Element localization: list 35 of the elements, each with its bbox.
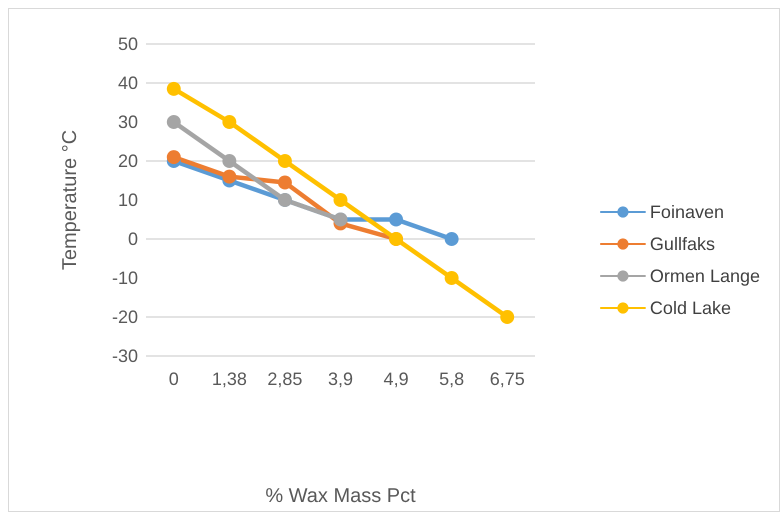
y-tick-label: 0 (128, 229, 138, 249)
legend-label: Foinaven (650, 202, 724, 222)
point (222, 170, 236, 184)
point (334, 193, 348, 207)
y-tick-label: 20 (118, 151, 138, 171)
x-tick-label: 6,75 (490, 369, 525, 389)
y-tick-label: -20 (112, 307, 138, 327)
legend-label: Ormen Lange (650, 266, 760, 286)
x-tick-label: 0 (168, 369, 179, 389)
x-tick-label: 5,8 (439, 369, 464, 389)
point (166, 115, 181, 129)
point (500, 310, 514, 324)
y-tick-label: 50 (118, 34, 138, 54)
x-tick-label: 1,38 (212, 369, 247, 389)
y-tick-label: 30 (118, 112, 138, 132)
point (278, 175, 292, 190)
point (389, 212, 404, 226)
x-tick-label: 4,9 (384, 369, 409, 389)
point (166, 82, 181, 96)
point (222, 154, 236, 168)
point (444, 271, 459, 285)
y-tick-label: 10 (118, 190, 138, 210)
point (166, 150, 181, 164)
x-tick-label: 3,9 (328, 369, 354, 389)
x-axis-title: % Wax Mass Pct (265, 485, 416, 507)
y-tick-label: 40 (118, 73, 138, 93)
y-tick-label: -30 (112, 346, 138, 366)
y-axis-title: Temperature °C (59, 130, 81, 270)
legend-label: Gullfaks (650, 234, 715, 254)
y-tick-label: -10 (112, 268, 138, 288)
point (444, 232, 459, 246)
legend-label: Cold Lake (650, 298, 731, 318)
x-tick-label: 2,85 (267, 369, 302, 389)
point (278, 154, 292, 168)
point (222, 115, 236, 129)
